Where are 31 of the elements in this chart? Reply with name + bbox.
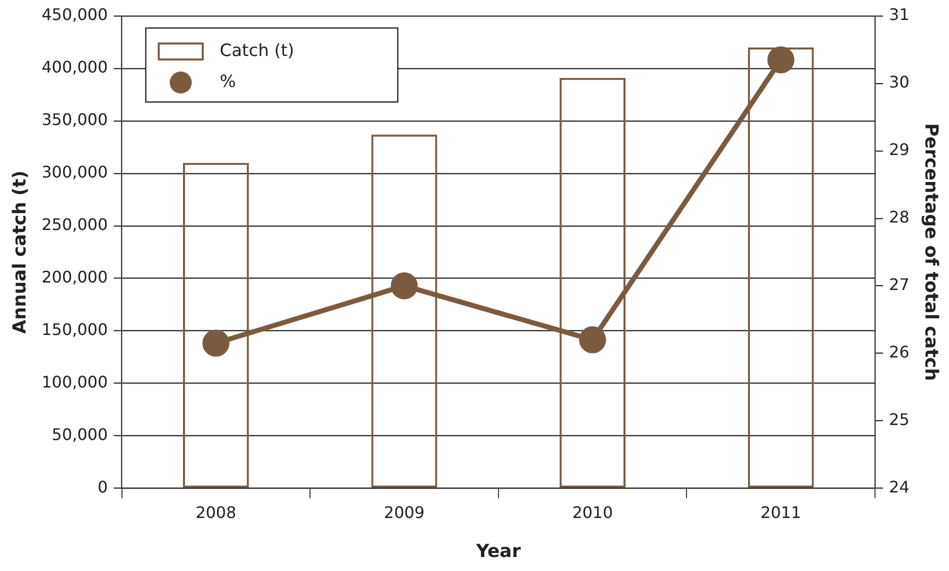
y2-tick-label: 24 [889, 477, 910, 496]
y-tick-label: 400,000 [42, 58, 108, 77]
y2-tick-label: 30 [889, 72, 910, 92]
y2-tick-label: 31 [889, 5, 910, 24]
y2-tick-label: 29 [889, 140, 910, 160]
x-tick-label: 2008 [196, 502, 236, 522]
x-axis-title: Year [475, 540, 521, 562]
y2-tick-label: 25 [889, 410, 910, 429]
point [390, 272, 418, 300]
point [767, 46, 794, 74]
y-tick-label: 300,000 [42, 162, 108, 182]
y-tick-label: 200,000 [42, 267, 108, 286]
point [202, 330, 230, 357]
y-tick-label: 450,000 [42, 5, 108, 24]
x-tick-label: 2009 [384, 502, 425, 522]
point [579, 326, 606, 354]
y-tick-label: 50,000 [52, 424, 108, 444]
y2-axis-title: Percentage of total catch [920, 123, 942, 381]
y-axis-title: Annual catch (t) [9, 170, 30, 334]
y2-tick-label: 28 [889, 208, 910, 227]
legend-label: % [220, 72, 236, 92]
y-tick-label: 100,000 [42, 372, 108, 392]
y-tick-label: 0 [98, 477, 108, 496]
legend-label: Catch (t) [220, 40, 294, 61]
y2-tick-label: 27 [889, 274, 910, 294]
y-tick-label: 250,000 [42, 215, 108, 234]
x-tick-label: 2010 [572, 502, 613, 522]
y-tick-label: 350,000 [42, 110, 108, 130]
y2-tick-label: 26 [889, 342, 910, 362]
x-tick-label: 2011 [760, 502, 802, 522]
y-tick-label: 150,000 [42, 320, 108, 339]
